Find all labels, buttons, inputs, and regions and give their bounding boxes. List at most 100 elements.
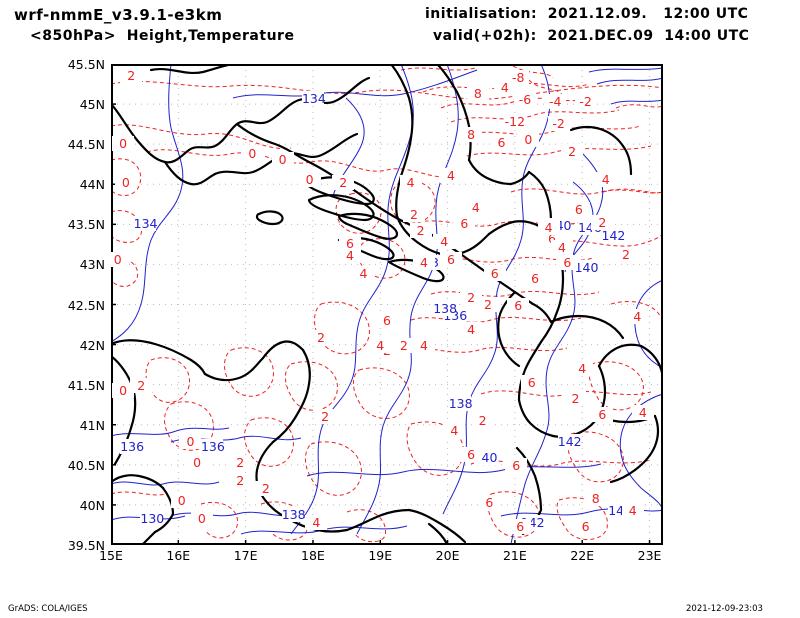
contour-value-label: 4	[305, 514, 328, 530]
y-tick-label: 39.5N	[67, 538, 105, 553]
contour-value-label: 0	[271, 152, 294, 168]
contour-value-label: 2	[561, 144, 584, 160]
contour-value-label: 4	[464, 200, 487, 216]
contour-value-label: 6	[478, 495, 501, 511]
contour-value-label: 6	[376, 312, 398, 328]
y-tick-label: 40N	[79, 497, 105, 513]
model-title: wrf-nmmE_v3.9.1-e3km	[14, 6, 223, 24]
contour-value-label: 6	[574, 519, 597, 535]
x-tick-label: 23E	[637, 548, 662, 563]
contour-value-label: 0	[114, 174, 137, 190]
contour-value-label: -6	[514, 92, 536, 108]
contour-value-label: 2	[254, 480, 277, 496]
contour-value-label: 2	[591, 214, 614, 230]
contour-value-label: 4	[621, 503, 644, 519]
x-tick-label: 19E	[368, 548, 393, 563]
contour-value-label: 130	[140, 511, 165, 527]
contour-value-label: 4	[369, 338, 392, 354]
contour-value-label: 138	[433, 300, 458, 316]
contour-value-label: 4	[439, 168, 462, 184]
x-tick-label: 17E	[233, 548, 258, 563]
y-tick-label: 42.5N	[67, 297, 105, 313]
contour-value-label: 2	[564, 391, 587, 407]
contour-value-label: 6	[567, 201, 590, 217]
contour-value-label: 4	[551, 240, 574, 256]
contour-value-label: 8	[460, 126, 483, 142]
y-tick-label: 41N	[79, 417, 105, 433]
contour-value-label: 8	[584, 490, 607, 506]
contour-value-label: 2	[460, 290, 483, 306]
contour-value-label: 2	[229, 455, 252, 471]
contour-value-label: 4	[631, 404, 654, 420]
contour-value-label: 4	[413, 338, 436, 354]
contour-value-label: 0	[106, 252, 129, 268]
contour-value-label: 0	[186, 455, 209, 471]
contour-value-label: 2	[476, 296, 499, 312]
contour-value-label: 0	[170, 492, 193, 508]
y-tick-label: 44N	[79, 177, 105, 193]
contour-value-label: 2	[471, 412, 494, 428]
y-tick-label: 41.5N	[67, 377, 105, 393]
contour-value-label: 0	[190, 511, 213, 527]
contour-value-label: 2	[130, 378, 153, 394]
contour-value-label: 4	[413, 254, 436, 270]
contour-value-label: 0	[298, 172, 321, 188]
contour-value-label: 6	[483, 266, 506, 282]
y-tick-label: 43N	[79, 257, 105, 273]
coastline-overlay	[111, 64, 663, 545]
contour-value-label: 4	[460, 322, 483, 338]
contour-value-label: 6	[505, 458, 528, 474]
contour-value-label: 2	[402, 206, 425, 222]
contour-value-label: 142	[601, 228, 626, 244]
y-tick-label: 40.5N	[67, 457, 105, 473]
contour-value-label: 6	[507, 298, 530, 314]
x-tick-label: 20E	[435, 548, 460, 563]
x-tick-label: 16E	[166, 548, 191, 563]
y-tick-label: 45.5N	[67, 57, 105, 72]
contour-value-label: 4	[338, 248, 361, 264]
footer-timestamp: 2021-12-09-23:03	[686, 604, 763, 614]
footer-credit: GrADS: COLA/IGES	[8, 604, 88, 614]
contour-value-label: 6	[556, 254, 579, 270]
contour-value-label: 8	[466, 86, 489, 102]
contour-value-label: 6	[591, 407, 614, 423]
contour-value-label: 0	[241, 145, 264, 161]
y-tick-label: 45N	[79, 97, 105, 113]
contour-value-label: -2	[547, 116, 570, 132]
contour-value-label: 2	[310, 330, 333, 346]
contour-value-label: 138	[281, 506, 306, 522]
contour-value-label: 4	[537, 220, 560, 236]
contour-value-label: -2	[574, 94, 597, 110]
y-tick-label: 43.5N	[67, 217, 105, 233]
contour-value-label: 6	[520, 375, 543, 391]
contour-value-label: 2	[332, 174, 355, 190]
contour-value-label: 2	[392, 338, 415, 354]
contour-value-label: 4	[433, 233, 456, 249]
x-tick-label: 18E	[301, 548, 325, 563]
contour-value-label: 2	[229, 472, 252, 488]
contour-value-label: 6	[490, 134, 513, 150]
x-tick-label: 21E	[502, 548, 527, 563]
contour-value-label: 136	[200, 439, 225, 455]
x-tick-label: 22E	[570, 548, 595, 563]
contour-value-label: 4	[626, 308, 649, 324]
contour-value-label: 6	[509, 519, 532, 535]
contour-value-label: 0	[112, 383, 135, 399]
contour-value-label: 140	[574, 260, 599, 276]
initialisation-time: initialisation: 2021.12.09. 12:00 UTC	[425, 6, 749, 22]
contour-value-label: 2	[314, 408, 337, 424]
contour-value-label: 134	[133, 216, 158, 232]
contour-value-label: 136	[120, 439, 145, 455]
y-tick-label: 44.5N	[67, 137, 105, 153]
contour-value-label: 6	[453, 216, 476, 232]
contour-value-label: 4	[571, 360, 594, 376]
contour-map-plot	[111, 64, 663, 545]
contour-value-label: 2	[614, 246, 637, 262]
contour-value-label: 134	[301, 91, 326, 107]
x-tick-label: 15E	[99, 548, 123, 563]
contour-value-label: -4	[544, 93, 567, 109]
contour-value-label: 4	[443, 423, 466, 439]
contour-value-label: 6	[460, 447, 483, 463]
contour-value-label: 6	[524, 270, 547, 286]
contour-value-label: -8	[507, 70, 530, 86]
